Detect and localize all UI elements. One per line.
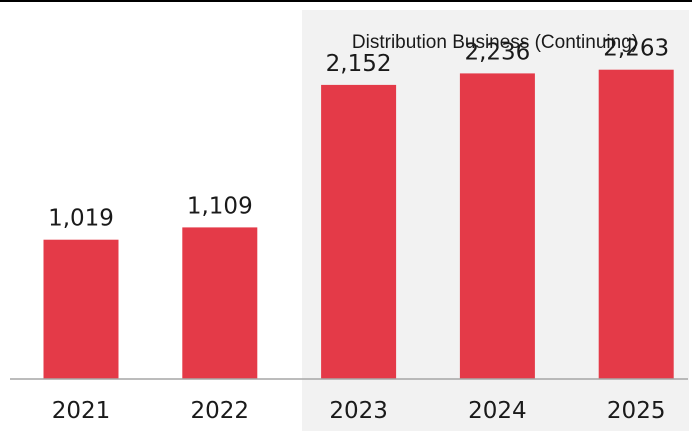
bar-2023 [321, 84, 397, 380]
data-label-2023: 2,152 [326, 51, 392, 77]
x-tick-label-2023: 2023 [329, 398, 388, 424]
x-tick-label-2024: 2024 [468, 398, 527, 424]
bar-2024 [459, 73, 535, 380]
bar-2021 [43, 239, 119, 379]
data-label-2021: 1,019 [48, 206, 114, 232]
data-label-2024: 2,236 [464, 39, 530, 65]
bar-2025 [598, 69, 674, 379]
data-label-2022: 1,109 [187, 193, 253, 219]
data-label-2025: 2,263 [603, 36, 669, 62]
highlight-group-label: Distribution Business (Continuing) [352, 32, 638, 53]
x-tick-label-2022: 2022 [191, 398, 250, 424]
x-tick-label-2025: 2025 [607, 398, 666, 424]
x-tick-label-2021: 2021 [52, 398, 111, 424]
bar-2022 [182, 227, 258, 379]
